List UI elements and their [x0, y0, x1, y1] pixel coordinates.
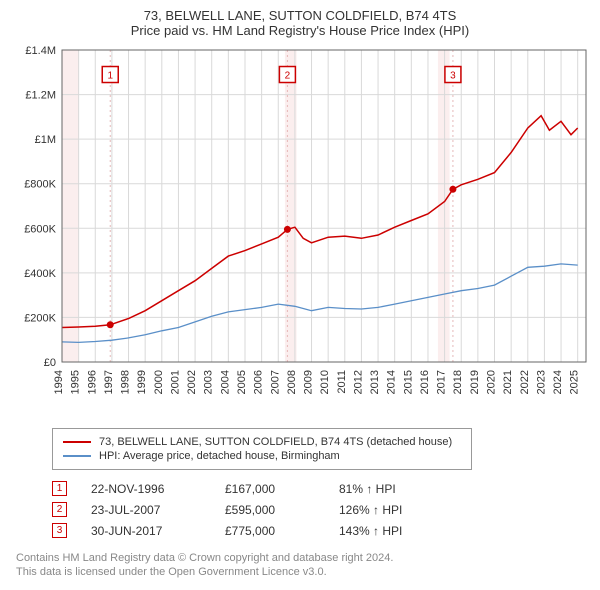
x-tick-label: 2016	[419, 370, 431, 394]
chart-container: £0 £200K £400K £600K £800K £1M £1.2M £1.4M 1994 1…	[8, 42, 592, 422]
footer-line-1: Contains HM Land Registry data © Crown c…	[16, 551, 592, 565]
x-tick-label: 2018	[452, 370, 464, 394]
sale-point	[449, 186, 456, 193]
x-tick-label: 2006	[253, 370, 265, 394]
y-tick-label: £600K	[24, 223, 56, 235]
x-tick-label: 2019	[469, 370, 481, 394]
x-tick-label: 2023	[535, 370, 547, 394]
x-tick-label: 1994	[53, 370, 65, 394]
x-tick-label: 1999	[136, 370, 148, 394]
x-tick-label: 2007	[269, 370, 281, 394]
x-tick-label: 2009	[303, 370, 315, 394]
y-tick-label: £400K	[24, 268, 56, 280]
event-marker: 2	[52, 502, 67, 517]
x-tick-label: 2012	[352, 370, 364, 394]
legend-label: 73, BELWELL LANE, SUTTON COLDFIELD, B74 …	[99, 436, 452, 448]
x-tick-label: 2015	[402, 370, 414, 394]
x-tick-label: 2022	[519, 370, 531, 394]
footer-line-2: This data is licensed under the Open Gov…	[16, 565, 592, 579]
x-tick-label: 2017	[436, 370, 448, 394]
event-row: 1 22-NOV-1996 £167,000 81% ↑ HPI	[52, 478, 592, 499]
x-tick-label: 2010	[319, 370, 331, 394]
y-tick-label: £800K	[24, 179, 56, 191]
x-tick-label: 2005	[236, 370, 248, 394]
x-tick-label: 2008	[286, 370, 298, 394]
x-tick-label: 2000	[153, 370, 165, 394]
series-property	[62, 116, 578, 328]
event-pct: 143% ↑ HPI	[339, 524, 449, 538]
title-line-1: 73, BELWELL LANE, SUTTON COLDFIELD, B74 …	[8, 8, 592, 23]
legend-row: 73, BELWELL LANE, SUTTON COLDFIELD, B74 …	[63, 435, 461, 449]
legend-row: HPI: Average price, detached house, Birm…	[63, 449, 461, 463]
y-tick-label: £1.2M	[25, 90, 56, 102]
event-marker: 1	[52, 481, 67, 496]
y-tick-label: £1.4M	[25, 45, 56, 57]
sale-point	[284, 226, 291, 233]
legend-label: HPI: Average price, detached house, Birm…	[99, 450, 340, 462]
event-date: 22-NOV-1996	[91, 482, 201, 496]
events-table: 1 22-NOV-1996 £167,000 81% ↑ HPI 2 23-JUL-200…	[52, 478, 592, 541]
title-line-2: Price paid vs. HM Land Registry's House …	[8, 23, 592, 38]
event-row: 2 23-JUL-2007 £595,000 126% ↑ HPI	[52, 499, 592, 520]
y-tick-label: £0	[44, 357, 56, 369]
x-tick-label: 2021	[502, 370, 514, 394]
x-tick-label: 2013	[369, 370, 381, 394]
event-price: £167,000	[225, 482, 315, 496]
x-tick-label: 2011	[336, 370, 348, 394]
x-tick-label: 2003	[203, 370, 215, 394]
x-tick-label: 1996	[86, 370, 98, 394]
footer-note: Contains HM Land Registry data © Crown c…	[16, 551, 592, 580]
legend-swatch	[63, 441, 91, 443]
x-tick-label: 2004	[219, 370, 231, 394]
x-tick-label: 1995	[70, 370, 82, 394]
event-pct: 81% ↑ HPI	[339, 482, 449, 496]
x-tick-label: 2025	[569, 370, 581, 394]
event-marker: 3	[52, 523, 67, 538]
event-price: £775,000	[225, 524, 315, 538]
event-row: 3 30-JUN-2017 £775,000 143% ↑ HPI	[52, 520, 592, 541]
x-tick-label: 2014	[386, 370, 398, 394]
x-tick-label: 2024	[552, 370, 564, 394]
event-price: £595,000	[225, 503, 315, 517]
sale-point	[107, 321, 114, 328]
event-marker-number: 1	[107, 71, 113, 82]
event-marker-number: 2	[285, 71, 291, 82]
x-tick-label: 2020	[486, 370, 498, 394]
event-date: 23-JUL-2007	[91, 503, 201, 517]
x-tick-label: 2002	[186, 370, 198, 394]
x-tick-label: 2001	[169, 370, 181, 394]
x-tick-label: 1998	[120, 370, 132, 394]
legend: 73, BELWELL LANE, SUTTON COLDFIELD, B74 …	[52, 428, 472, 470]
price-chart: £0 £200K £400K £600K £800K £1M £1.2M £1.4M 1994 1…	[8, 42, 592, 422]
event-date: 30-JUN-2017	[91, 524, 201, 538]
x-tick-label: 1997	[103, 370, 115, 394]
legend-swatch	[63, 455, 91, 457]
series-hpi	[62, 264, 578, 343]
event-marker-number: 3	[450, 71, 456, 82]
chart-title-block: 73, BELWELL LANE, SUTTON COLDFIELD, B74 …	[8, 8, 592, 38]
y-tick-label: £200K	[24, 312, 56, 324]
event-pct: 126% ↑ HPI	[339, 503, 449, 517]
y-tick-label: £1M	[35, 134, 56, 146]
